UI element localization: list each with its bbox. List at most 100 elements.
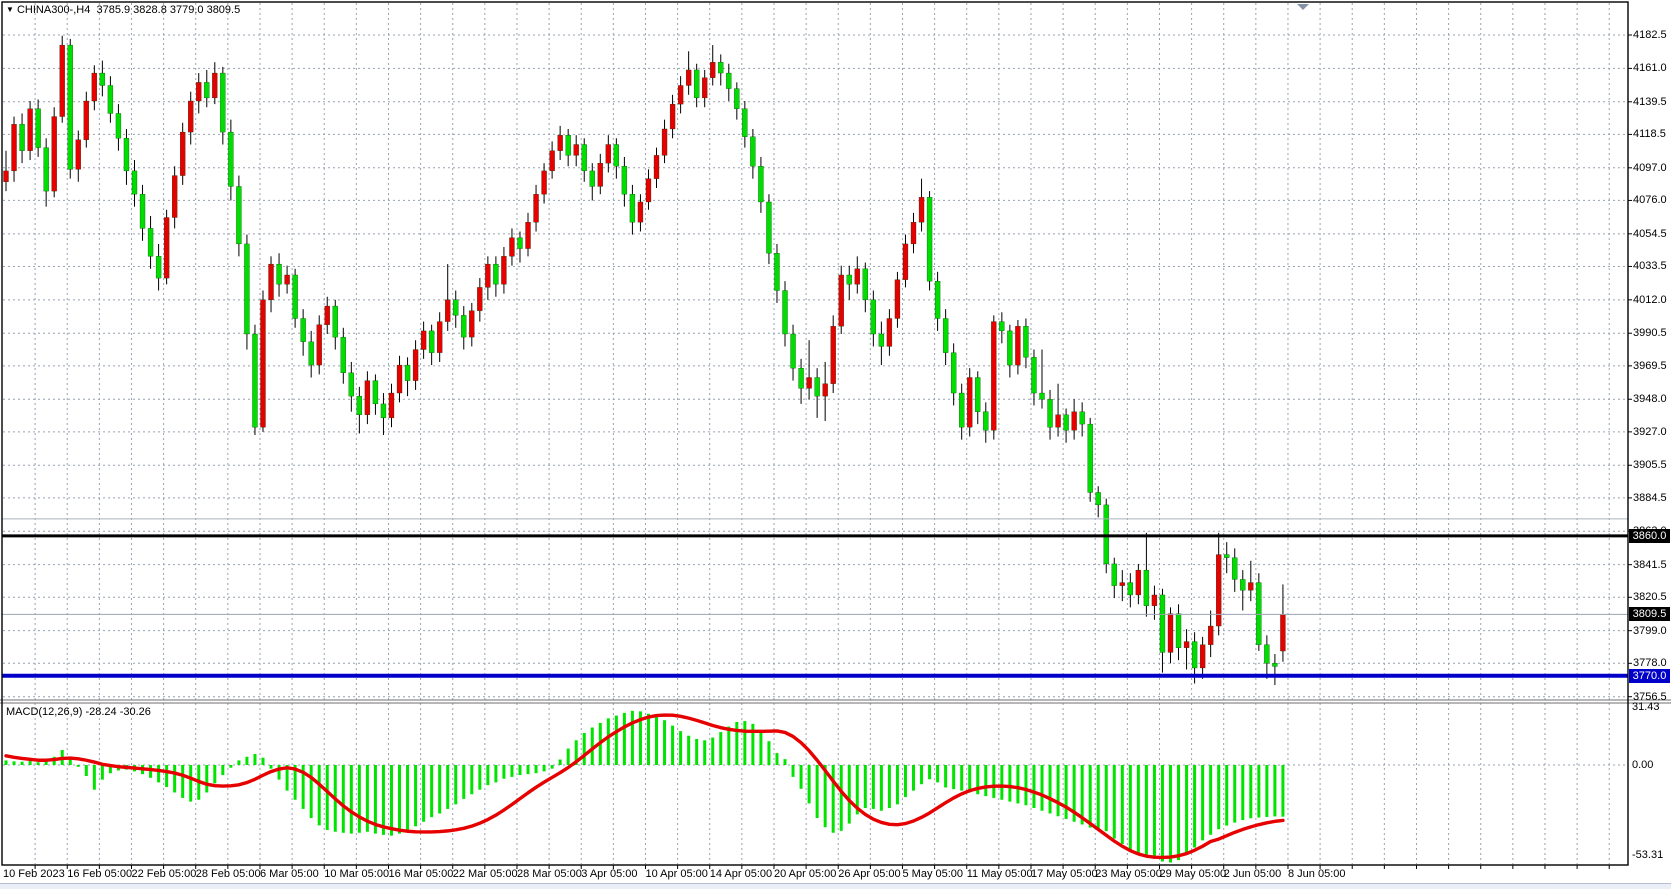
candle-bearish	[1111, 563, 1117, 586]
time-axis-label: 14 Apr 05:00	[709, 868, 773, 880]
candle-bearish	[236, 186, 242, 245]
candle-bearish	[356, 395, 363, 415]
candle-bearish	[798, 368, 804, 389]
candle-bearish	[1087, 423, 1093, 493]
time-axis-label: 22 Mar 05:00	[452, 868, 518, 880]
macd-indicator-label: MACD(12,26,9) -28.24 -30.26	[6, 706, 151, 718]
candle-bullish	[27, 108, 33, 151]
candle-bearish	[1095, 492, 1101, 506]
candle-bearish	[348, 372, 354, 397]
candle-bearish	[372, 380, 379, 405]
candle-bearish	[453, 299, 459, 316]
time-axis-label: 11 May 05:00	[966, 868, 1033, 880]
candle-bullish	[661, 128, 668, 156]
candle-bearish	[252, 333, 258, 428]
candle-bullish	[91, 72, 97, 102]
candle-bearish	[758, 166, 764, 203]
time-axis-label: 23 May 05:00	[1095, 868, 1162, 880]
candle-bullish	[669, 103, 676, 130]
time-axis-label: 28 Feb 05:00	[195, 868, 261, 880]
candle-bearish	[718, 62, 724, 74]
price-tick-label: 3948.0	[1633, 393, 1667, 406]
candle-bearish	[726, 72, 732, 89]
candle-bullish	[910, 222, 917, 245]
candle-bullish	[509, 237, 515, 257]
candle-bullish	[702, 77, 708, 99]
candle-bearish	[107, 85, 114, 114]
candle-bullish	[854, 268, 860, 285]
time-axis-label: 20 Apr 05:00	[774, 868, 837, 880]
candle-bullish	[886, 318, 893, 347]
candle-bearish	[300, 318, 306, 342]
candle-bearish	[1023, 326, 1029, 358]
price-tick-label: 3820.5	[1633, 591, 1667, 604]
candle-bullish	[188, 100, 194, 133]
candle-bearish	[790, 333, 796, 369]
candle-bullish	[637, 201, 644, 223]
candle-bullish	[172, 175, 178, 218]
candle-bullish	[838, 274, 844, 327]
candle-bearish	[942, 318, 949, 353]
candle-bearish	[1127, 582, 1133, 596]
candle-bearish	[1256, 582, 1262, 645]
candle-bullish	[1183, 641, 1190, 648]
candle-bullish	[573, 144, 579, 156]
price-tick-label: 3969.5	[1633, 359, 1667, 372]
candle-bullish	[597, 162, 603, 187]
candle-bearish	[493, 263, 499, 285]
price-tick-label: 3841.5	[1633, 558, 1667, 571]
time-axis-label: 26 Apr 05:00	[838, 868, 901, 880]
time-axis-label: 6 Mar 05:00	[260, 868, 319, 880]
candle-bearish	[734, 88, 740, 109]
candle-bullish	[11, 124, 17, 172]
candle-bearish	[613, 144, 620, 167]
candle-bearish	[308, 341, 314, 366]
candle-bullish	[1119, 582, 1125, 586]
candle-bearish	[517, 237, 523, 249]
price-marker-label: 3770.0	[1629, 668, 1670, 683]
candle-bullish	[918, 197, 925, 223]
price-tick-label: 3799.0	[1633, 624, 1667, 637]
candle-bullish	[645, 178, 652, 203]
candle-bearish	[1175, 613, 1182, 648]
candle-bearish	[340, 336, 346, 373]
candle-bullish	[549, 150, 555, 172]
candle-bullish	[485, 263, 491, 288]
macd-axis-label: 0.00	[1632, 759, 1654, 771]
candle-bearish	[1103, 504, 1109, 565]
candle-bullish	[677, 85, 684, 105]
candle-bearish	[878, 333, 885, 347]
candle-bullish	[3, 170, 9, 182]
candle-bearish	[959, 392, 965, 428]
time-axis-label: 28 Mar 05:00	[517, 868, 582, 880]
candle-bullish	[388, 392, 395, 419]
candle-bullish	[163, 217, 170, 279]
candle-bullish	[541, 170, 547, 195]
candle-bearish	[228, 131, 234, 187]
symbol-timeframe-label: CHINA300-,H4	[16, 4, 91, 16]
candle-bearish	[862, 268, 868, 300]
candle-bullish	[260, 299, 266, 428]
one-click-trading-toggle[interactable]: ▼	[6, 5, 14, 14]
candle-bullish	[180, 131, 186, 176]
candle-bullish	[830, 326, 836, 384]
candle-bearish	[694, 69, 700, 99]
candle-bullish	[437, 321, 443, 353]
candle-bullish	[420, 330, 427, 350]
candle-bearish	[621, 166, 628, 195]
candle-bearish	[139, 194, 146, 229]
candle-bullish	[685, 69, 692, 86]
candle-bearish	[1264, 644, 1270, 664]
candle-bearish	[131, 170, 138, 195]
candle-bearish	[220, 72, 226, 133]
price-marker-label: 3809.5	[1629, 607, 1670, 622]
ohlc-values: 3785.9 3828.8 3779.0 3809.5	[96, 4, 241, 16]
time-axis-label: 22 Feb 05:00	[131, 868, 197, 880]
chart-shift-marker-icon[interactable]	[1297, 4, 1309, 10]
price-tick-label: 3756.5	[1633, 690, 1667, 703]
candle-bearish	[629, 194, 636, 223]
time-axis-label: 10 Apr 05:00	[645, 868, 708, 880]
candle-bullish	[557, 135, 563, 151]
candle-bearish	[1272, 663, 1278, 667]
